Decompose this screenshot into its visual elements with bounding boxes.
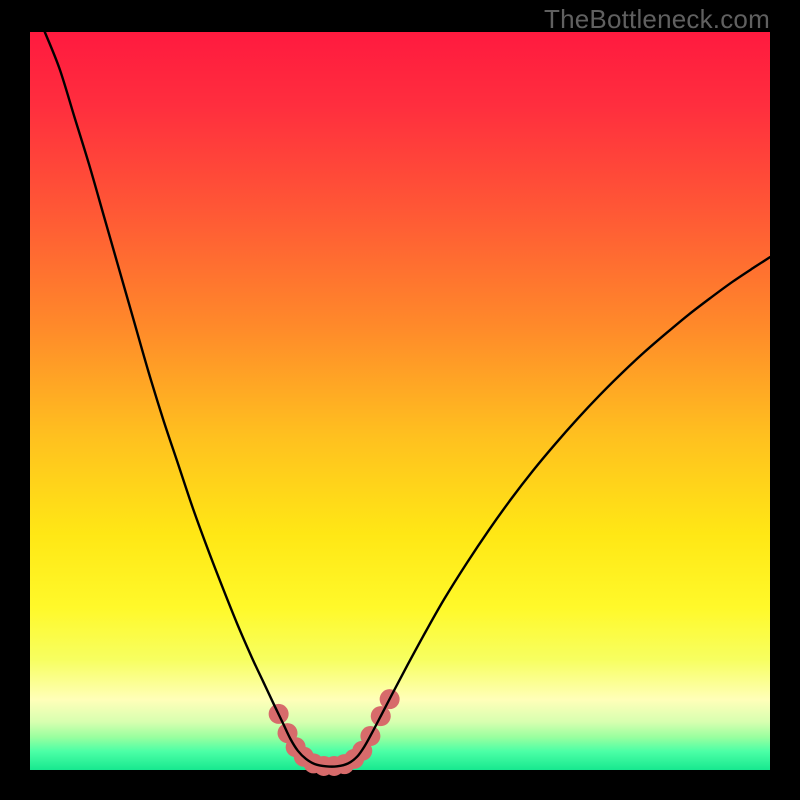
gradient-background (30, 32, 770, 770)
chart-svg (0, 0, 800, 800)
watermark-text: TheBottleneck.com (544, 4, 770, 35)
